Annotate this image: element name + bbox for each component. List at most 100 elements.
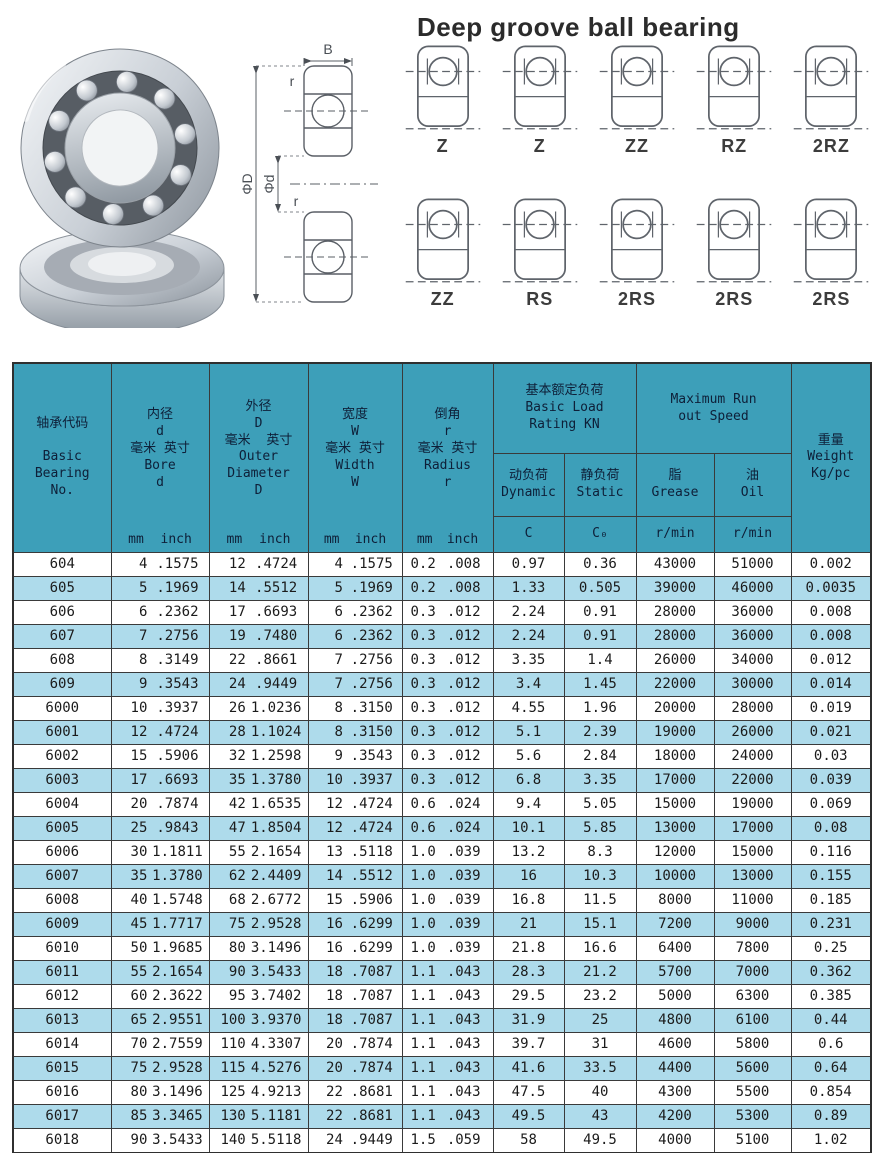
table-row: 6010 50 1.9685 80 3.1496 16.6299 1.0.039 21.8 16… bbox=[12, 935, 872, 961]
bearing-section-icon bbox=[404, 42, 482, 134]
static-load-cell: 23.2 bbox=[563, 983, 637, 1009]
weight-cell: 0.069 bbox=[790, 791, 872, 817]
oil-speed-cell: 36000 bbox=[713, 599, 792, 625]
oil-speed-cell: 30000 bbox=[713, 671, 792, 697]
weight-cell: 0.002 bbox=[790, 551, 872, 577]
bore-cell: 90 3.5433 bbox=[110, 1127, 210, 1153]
grease-speed-cell: 7200 bbox=[635, 911, 715, 937]
grease-speed-cell: 4400 bbox=[635, 1055, 715, 1081]
oil-speed-cell: 46000 bbox=[713, 575, 792, 601]
bearing-no-cell: 6010 bbox=[12, 935, 112, 961]
radius-cell: 1.0.039 bbox=[401, 863, 494, 889]
outer-diameter-cell: 19.7480 bbox=[208, 623, 309, 649]
dynamic-load-cell: 3.4 bbox=[492, 671, 565, 697]
table-row: 6012 60 2.3622 95 3.7402 18.7087 1.1.043 29.5 23… bbox=[12, 983, 872, 1009]
dynamic-load-cell: 58 bbox=[492, 1127, 565, 1153]
dynamic-load-cell: 13.2 bbox=[492, 839, 565, 865]
grease-speed-cell: 10000 bbox=[635, 863, 715, 889]
table-row: 6006 30 1.1811 55 2.1654 13.5118 1.0.039 13.2 8.… bbox=[12, 839, 872, 865]
width-cell: 13.5118 bbox=[307, 839, 403, 865]
width-cell: 20.7874 bbox=[307, 1055, 403, 1081]
oil-speed-cell: 28000 bbox=[713, 695, 792, 721]
grease-speed-cell: 28000 bbox=[635, 599, 715, 625]
width-cell: 18.7087 bbox=[307, 983, 403, 1009]
dynamic-load-cell: 28.3 bbox=[492, 959, 565, 985]
bearing-type-2rs-2: 2RS bbox=[686, 195, 783, 348]
oil-speed-cell: 51000 bbox=[713, 551, 792, 577]
bearing-section-icon bbox=[598, 195, 676, 287]
radius-cell: 1.0.039 bbox=[401, 911, 494, 937]
bore-cell: 10.3937 bbox=[110, 695, 210, 721]
bearing-type-label: RS bbox=[526, 289, 554, 309]
oil-speed-cell: 22000 bbox=[713, 767, 792, 793]
header-grease-unit: r/min bbox=[635, 516, 715, 553]
radius-cell: 0.3.012 bbox=[401, 599, 494, 625]
static-load-cell: 2.84 bbox=[563, 743, 637, 769]
width-cell: 9.3543 bbox=[307, 743, 403, 769]
width-cell: 8.3150 bbox=[307, 695, 403, 721]
width-cell: 8.3150 bbox=[307, 719, 403, 745]
outer-diameter-cell: 80 3.1496 bbox=[208, 935, 309, 961]
bearing-type-label: 2RS bbox=[715, 289, 754, 309]
width-cell: 12.4724 bbox=[307, 815, 403, 841]
grease-speed-cell: 20000 bbox=[635, 695, 715, 721]
bearing-type-2rs-3: 2RS bbox=[783, 195, 880, 348]
header-dynamic-symbol: C bbox=[492, 516, 565, 553]
bearing-type-2rz: 2RZ bbox=[783, 42, 880, 195]
weight-cell: 0.155 bbox=[790, 863, 872, 889]
bearing-no-cell: 608 bbox=[12, 647, 112, 673]
oil-speed-cell: 34000 bbox=[713, 647, 792, 673]
table-row: 606 6.2362 17.6693 6.2362 0.3.012 2.24 0.91 280… bbox=[12, 599, 872, 625]
width-cell: 22.8681 bbox=[307, 1079, 403, 1105]
dynamic-load-cell: 41.6 bbox=[492, 1055, 565, 1081]
bearing-no-cell: 6009 bbox=[12, 911, 112, 937]
width-cell: 10.3937 bbox=[307, 767, 403, 793]
oil-speed-cell: 9000 bbox=[713, 911, 792, 937]
weight-cell: 0.854 bbox=[790, 1079, 872, 1105]
bearing-no-cell: 6013 bbox=[12, 1007, 112, 1033]
bore-cell: 55 2.1654 bbox=[110, 959, 210, 985]
bearing-photo-lower bbox=[19, 229, 225, 328]
grease-speed-cell: 19000 bbox=[635, 719, 715, 745]
bore-cell: 60 2.3622 bbox=[110, 983, 210, 1009]
outer-diameter-cell: 75 2.9528 bbox=[208, 911, 309, 937]
bearing-type-zz-2: ZZ bbox=[394, 195, 491, 348]
header-radius: 倒角 r 毫米 英寸 Radius r mm inch bbox=[401, 362, 494, 553]
bearing-no-cell: 606 bbox=[12, 599, 112, 625]
weight-cell: 1.02 bbox=[790, 1127, 872, 1153]
table-row: 6009 45 1.7717 75 2.9528 16.6299 1.0.039 21 15.1… bbox=[12, 911, 872, 937]
bore-cell: 40 1.5748 bbox=[110, 887, 210, 913]
weight-cell: 0.014 bbox=[790, 671, 872, 697]
outer-diameter-cell: 115 4.5276 bbox=[208, 1055, 309, 1081]
outer-diameter-cell: 95 3.7402 bbox=[208, 983, 309, 1009]
bore-cell: 45 1.7717 bbox=[110, 911, 210, 937]
oil-speed-cell: 13000 bbox=[713, 863, 792, 889]
grease-speed-cell: 5700 bbox=[635, 959, 715, 985]
width-cell: 4.1575 bbox=[307, 551, 403, 577]
outer-diameter-cell: 68 2.6772 bbox=[208, 887, 309, 913]
radius-cell: 1.0.039 bbox=[401, 887, 494, 913]
radius-cell: 0.3.012 bbox=[401, 743, 494, 769]
radius-cell: 0.3.012 bbox=[401, 719, 494, 745]
outer-diameter-cell: 32 1.2598 bbox=[208, 743, 309, 769]
outer-diameter-cell: 35 1.3780 bbox=[208, 767, 309, 793]
bearing-section-icon bbox=[792, 42, 870, 134]
dynamic-load-cell: 6.8 bbox=[492, 767, 565, 793]
weight-cell: 0.012 bbox=[790, 647, 872, 673]
bearing-type-zz-1: ZZ bbox=[588, 42, 685, 195]
width-cell: 22.8681 bbox=[307, 1103, 403, 1129]
static-load-cell: 0.36 bbox=[563, 551, 637, 577]
oil-speed-cell: 26000 bbox=[713, 719, 792, 745]
width-cell: 15.5906 bbox=[307, 887, 403, 913]
grease-speed-cell: 4200 bbox=[635, 1103, 715, 1129]
bearing-section-icon bbox=[792, 195, 870, 287]
radius-cell: 0.2.008 bbox=[401, 551, 494, 577]
grease-speed-cell: 4800 bbox=[635, 1007, 715, 1033]
header-dynamic: 动负荷 Dynamic bbox=[492, 453, 565, 518]
bearing-no-cell: 6001 bbox=[12, 719, 112, 745]
static-load-cell: 40 bbox=[563, 1079, 637, 1105]
weight-cell: 0.231 bbox=[790, 911, 872, 937]
table-row: 6014 70 2.7559 110 4.3307 20.7874 1.1.043 39.7 3… bbox=[12, 1031, 872, 1057]
dynamic-load-cell: 49.5 bbox=[492, 1103, 565, 1129]
